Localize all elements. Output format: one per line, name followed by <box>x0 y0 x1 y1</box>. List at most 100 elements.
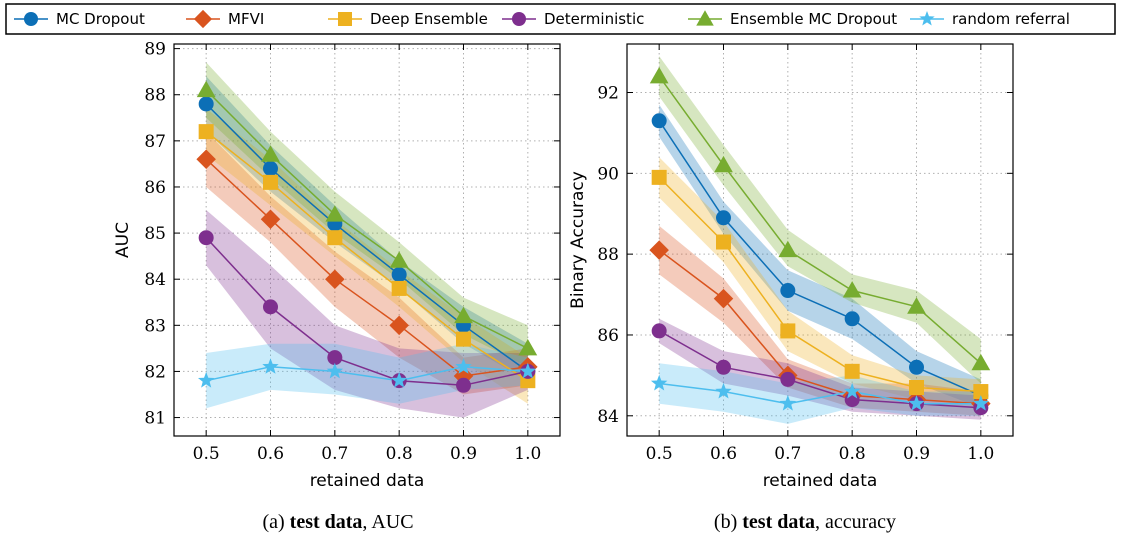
point-random-referral <box>908 395 925 411</box>
y-tick-label: 90 <box>597 164 619 184</box>
point-deterministic <box>716 359 731 375</box>
point-mfvi <box>649 240 669 260</box>
y-tick-label: 88 <box>597 245 619 265</box>
series-line-deep-ensemble <box>205 131 529 382</box>
point-mfvi <box>713 288 734 309</box>
point-deep-ensemble <box>844 363 860 379</box>
x-axis-title: retained data <box>310 471 425 491</box>
y-tick-label: 84 <box>597 407 619 427</box>
point-ensemble-mc-dropout <box>714 155 733 173</box>
point-deep-ensemble <box>909 380 924 396</box>
point-deep-ensemble <box>263 174 278 190</box>
legend-marker-mc-dropout <box>24 12 38 26</box>
band-ensemble-mc-dropout <box>206 62 528 367</box>
point-ensemble-mc-dropout <box>971 353 991 371</box>
series-line-mfvi <box>205 158 528 377</box>
point-random-referral <box>326 362 344 379</box>
x-tick-label: 0.7 <box>321 444 348 464</box>
band-mfvi <box>659 225 981 416</box>
y-tick-label: 87 <box>144 132 166 152</box>
series-line-random-referral <box>206 366 528 382</box>
band-deterministic <box>206 210 528 418</box>
series-line-mc-dropout <box>658 120 982 397</box>
point-deterministic <box>780 371 796 387</box>
series-line-mfvi <box>658 249 981 405</box>
y-tick-label: 84 <box>144 270 166 290</box>
point-random-referral <box>262 358 279 374</box>
series-line-ensemble-mc-dropout <box>205 89 529 350</box>
y-tick-label: 86 <box>144 178 166 198</box>
point-ensemble-mc-dropout <box>907 297 926 314</box>
point-deep-ensemble <box>391 280 407 296</box>
point-deterministic <box>327 350 343 366</box>
legend-marker-ensemble-mc-dropout <box>696 10 714 26</box>
x-tick-label: 0.8 <box>839 444 866 464</box>
point-deep-ensemble <box>716 234 731 250</box>
y-tick-label: 89 <box>144 40 166 60</box>
legend-label-mc-dropout: MC Dropout <box>56 10 145 28</box>
series-line-ensemble-mc-dropout <box>658 75 982 364</box>
y-tick-label: 81 <box>144 409 166 429</box>
point-ensemble-mc-dropout <box>649 66 669 84</box>
band-ensemble-mc-dropout <box>659 56 981 384</box>
legend: MC Dropout MFVI Deep Ensemble Deterministic… <box>5 3 1116 35</box>
point-ensemble-mc-dropout <box>454 306 473 324</box>
band-deterministic <box>659 318 981 420</box>
legend-label-deep-ensemble: Deep Ensemble <box>370 10 488 28</box>
point-mfvi <box>196 149 216 170</box>
x-tick-label: 0.8 <box>386 444 413 464</box>
legend-marker-mfvi <box>193 9 213 29</box>
y-tick-label: 83 <box>144 316 166 336</box>
y-axis-title: AUC <box>113 222 133 258</box>
x-tick-label: 1.0 <box>967 444 994 464</box>
x-axis-title: retained data <box>763 471 878 491</box>
point-deep-ensemble <box>651 169 667 185</box>
band-mc-dropout <box>206 76 528 381</box>
point-mc-dropout <box>716 210 731 226</box>
point-ensemble-mc-dropout <box>518 339 538 356</box>
point-random-referral <box>650 374 668 391</box>
series-line-deep-ensemble <box>658 176 981 393</box>
band-mc-dropout <box>659 104 981 408</box>
x-tick-label: 0.6 <box>710 444 737 464</box>
series-line-mc-dropout <box>205 103 529 373</box>
point-mfvi <box>389 315 409 336</box>
y-tick-label: 92 <box>597 83 619 103</box>
point-deep-ensemble <box>198 124 214 140</box>
point-ensemble-mc-dropout <box>778 240 798 258</box>
legend-label-ensemble-mc-dropout: Ensemble MC Dropout <box>730 10 897 28</box>
point-random-referral <box>390 372 408 388</box>
point-random-referral <box>843 382 861 399</box>
band-deep-ensemble <box>659 157 981 404</box>
point-ensemble-mc-dropout <box>196 80 216 98</box>
caption-b: (b) test data, accuracy <box>714 511 896 533</box>
x-tick-label: 0.5 <box>193 444 220 464</box>
point-random-referral <box>197 372 215 388</box>
point-random-referral <box>972 395 990 411</box>
y-tick-label: 82 <box>144 362 166 382</box>
band-mfvi <box>206 131 528 395</box>
point-deterministic <box>456 377 471 393</box>
accuracy-chart: 0.5 0.6 0.7 0.8 0.9 1.0 84 86 88 90 92 retained dat… <box>568 43 1014 491</box>
point-mc-dropout <box>263 161 278 177</box>
auc-chart: 0.5 0.6 0.7 0.8 0.9 1.0 81 82 83 84 85 86 87 88 89 reta… <box>113 40 561 491</box>
point-ensemble-mc-dropout <box>325 205 345 222</box>
caption-a: (a) test data, AUC <box>262 511 413 533</box>
point-deterministic <box>263 299 278 315</box>
point-deep-ensemble <box>327 230 343 246</box>
point-mc-dropout <box>198 96 214 112</box>
point-random-referral <box>455 358 472 374</box>
series-line-random-referral <box>659 382 981 405</box>
x-tick-label: 1.0 <box>514 444 541 464</box>
point-ensemble-mc-dropout <box>389 251 409 268</box>
point-mc-dropout <box>780 283 796 299</box>
y-tick-label: 85 <box>144 224 166 244</box>
plot-frame <box>173 43 561 437</box>
point-mfvi <box>325 269 345 289</box>
point-deterministic <box>651 323 667 339</box>
legend-label-deterministic: Deterministic <box>544 10 644 28</box>
point-ensemble-mc-dropout <box>261 145 280 162</box>
point-random-referral <box>519 362 537 379</box>
y-axis-title: Binary Accuracy <box>568 171 588 309</box>
